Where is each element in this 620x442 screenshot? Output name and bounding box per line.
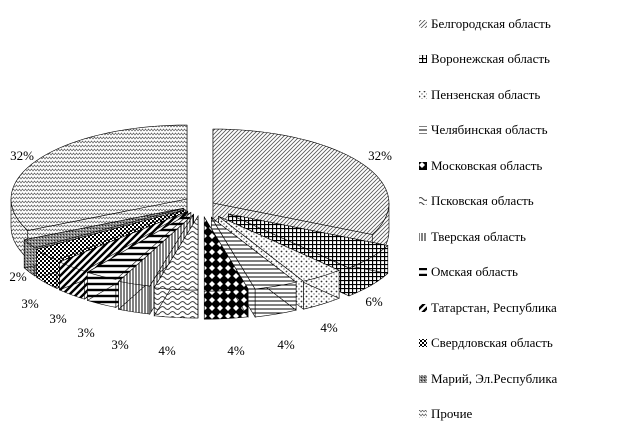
pie-slice	[117, 214, 194, 287]
legend-swatch	[419, 90, 427, 99]
legend-swatch	[419, 19, 427, 28]
pie-value-labels: 32% 6% 4% 4% 4% 4% 3% 3% 3% 3% 2% 32%	[9, 148, 392, 358]
slice-value-label: 3%	[111, 337, 129, 352]
legend: Белгородская область Воронежская область П…	[418, 6, 618, 432]
legend-label: Пензенская область	[431, 86, 541, 102]
legend-swatch	[419, 232, 427, 241]
legend-swatch	[419, 126, 427, 135]
legend-label: Тверская область	[431, 228, 526, 244]
legend-swatch	[419, 55, 427, 64]
pie-slice	[35, 209, 186, 261]
legend-item: Омская область	[418, 255, 618, 291]
pie-slice	[212, 128, 390, 235]
legend-item: Прочие	[418, 397, 618, 433]
legend-label: Воронежская область	[431, 51, 550, 67]
slice-value-label: 32%	[368, 148, 392, 163]
slice-value-label: 3%	[21, 296, 39, 311]
pie-slice	[211, 217, 297, 290]
pie-slice	[153, 215, 199, 291]
legend-swatch	[419, 161, 427, 170]
slice-value-label: 6%	[365, 294, 383, 309]
legend-item: Тверская область	[418, 219, 618, 255]
legend-swatch	[419, 197, 427, 206]
pie-slice	[10, 124, 188, 231]
pie-slice	[23, 208, 184, 249]
slice-value-label: 4%	[227, 343, 245, 358]
legend-swatch	[419, 268, 427, 277]
legend-item: Свердловская область	[418, 326, 618, 362]
legend-item: Московская область	[418, 148, 618, 184]
slice-value-label: 4%	[320, 320, 338, 335]
pie-slice	[228, 213, 389, 269]
legend-label: Московская область	[431, 157, 543, 173]
legend-swatch	[419, 374, 427, 383]
legend-label: Прочие	[431, 406, 473, 422]
legend-label: Свердловская область	[431, 335, 553, 351]
legend-label: Челябинская область	[431, 122, 548, 138]
pie-top-faces	[10, 124, 390, 292]
slice-value-label: 2%	[9, 269, 27, 284]
legend-item: Пензенская область	[418, 77, 618, 113]
slice-value-label: 4%	[277, 337, 295, 352]
pie-slice	[203, 216, 249, 292]
legend-item: Псковская область	[418, 184, 618, 220]
pie-slice	[218, 216, 340, 282]
pie-slice	[58, 210, 188, 272]
legend-label: Марий, Эл.Республика	[431, 370, 558, 386]
legend-label: Псковская область	[431, 193, 534, 209]
legend-item: Челябинская область	[418, 113, 618, 149]
legend-label: Белгородская область	[431, 15, 551, 31]
slice-value-label: 3%	[77, 325, 95, 340]
legend-swatch	[419, 303, 427, 312]
legend-item: Марий, Эл.Республика	[418, 361, 618, 397]
legend-item: Белгородская область	[418, 6, 618, 42]
pie-slice	[86, 212, 192, 280]
legend-swatch	[419, 410, 427, 419]
legend-label: Омская область	[431, 264, 518, 280]
slice-value-label: 3%	[49, 311, 67, 326]
legend-item: Татарстан, Республика	[418, 290, 618, 326]
slice-value-label: 4%	[158, 343, 176, 358]
slice-value-label: 32%	[10, 148, 34, 163]
legend-item: Воронежская область	[418, 42, 618, 78]
legend-swatch	[419, 339, 427, 348]
legend-label: Татарстан, Республика	[431, 299, 557, 315]
